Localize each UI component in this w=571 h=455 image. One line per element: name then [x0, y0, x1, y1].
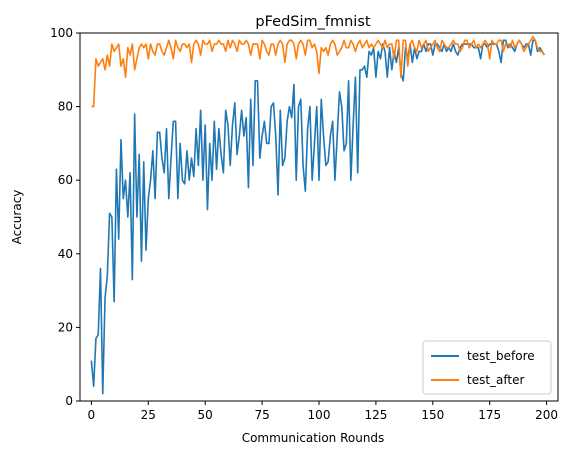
y-tick-label: 20: [58, 320, 73, 334]
x-tick-label: 0: [88, 408, 96, 422]
legend-label-test-after: test_after: [467, 373, 525, 387]
plot-lines: [91, 37, 544, 394]
x-tick-label: 25: [141, 408, 156, 422]
y-tick-label: 80: [58, 100, 73, 114]
x-tick-label: 75: [254, 408, 269, 422]
series-line-test-after: [91, 37, 544, 107]
x-tick-label: 125: [364, 408, 387, 422]
y-tick-label: 60: [58, 173, 73, 187]
x-tick-label: 200: [535, 408, 558, 422]
x-tick-label: 50: [198, 408, 213, 422]
legend-label-test-before: test_before: [467, 349, 535, 363]
y-tick-label: 40: [58, 247, 73, 261]
y-tick-label: 100: [50, 26, 73, 40]
x-tick-label: 150: [421, 408, 444, 422]
y-tick-label: 0: [65, 394, 73, 408]
legend: test_before test_after: [423, 341, 551, 394]
chart-title: pFedSim_fmnist: [255, 14, 370, 30]
x-tick-label: 100: [308, 408, 331, 422]
y-axis-label: Accuracy: [10, 190, 24, 245]
x-tick-label: 175: [478, 408, 501, 422]
x-axis-label: Communication Rounds: [242, 431, 385, 445]
y-axis: 0 20 40 60 80 100: [50, 26, 80, 408]
x-axis: 0 25 50 75 100 125 150 175 200: [88, 401, 559, 422]
